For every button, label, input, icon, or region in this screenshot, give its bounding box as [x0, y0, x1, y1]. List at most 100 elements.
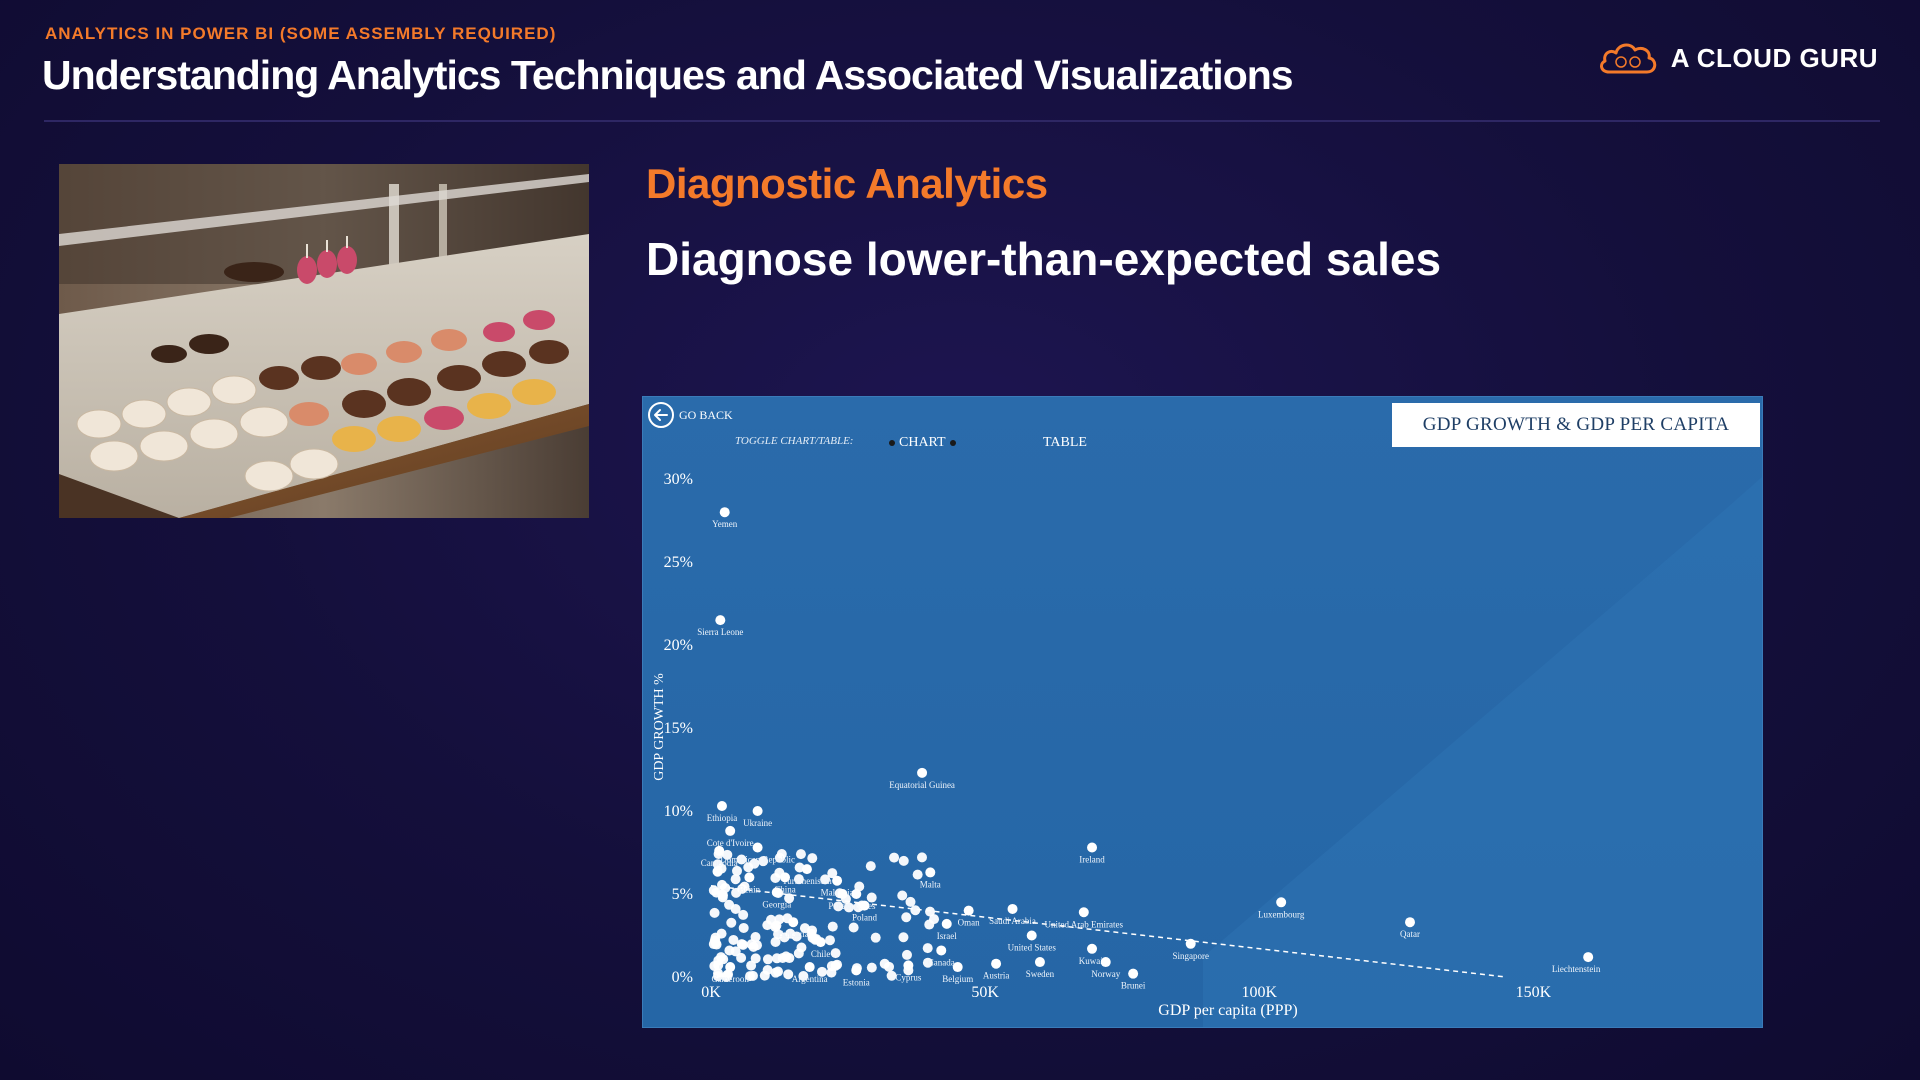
- data-point: [807, 925, 818, 936]
- data-point: [738, 922, 749, 933]
- data-point: [1034, 957, 1045, 968]
- y-tick-label: 5%: [672, 886, 693, 903]
- toggle-chart-button[interactable]: CHART: [889, 435, 956, 451]
- data-point-label: Bulgaria: [778, 929, 809, 939]
- data-point-label: Qatar: [1400, 929, 1420, 939]
- data-point: [905, 896, 916, 907]
- data-point: [903, 960, 914, 971]
- data-point: [752, 806, 763, 816]
- data-point-label: Panama: [828, 901, 857, 911]
- y-tick-label: 15%: [664, 720, 693, 737]
- data-point: [717, 892, 728, 903]
- toggle-table-button[interactable]: TABLE: [1043, 435, 1087, 450]
- data-point: [776, 849, 787, 860]
- data-point: [709, 907, 720, 918]
- data-point: [1100, 957, 1111, 968]
- x-tick-label: 50K: [971, 984, 999, 1001]
- data-point: [774, 914, 785, 925]
- data-point: [898, 932, 909, 943]
- data-point: [1276, 897, 1287, 908]
- chart-title: GDP GROWTH & GDP PER CAPITA: [1422, 414, 1730, 435]
- toggle-label: TOGGLE CHART/TABLE:: [735, 435, 854, 447]
- data-point: [731, 887, 742, 898]
- back-arrow-icon: [648, 402, 674, 428]
- toggle-chart-label: CHART: [899, 435, 946, 450]
- data-point-label: Malta: [920, 879, 941, 889]
- slide-title: Understanding Analytics Techniques and A…: [42, 52, 1294, 98]
- data-point-label: Israel: [937, 931, 957, 941]
- pastry-display-photo: [59, 164, 589, 518]
- data-point-label: Liechtenstein: [1552, 964, 1601, 974]
- x-tick-label: 150K: [1516, 984, 1552, 1001]
- data-point: [722, 849, 733, 860]
- data-point: [725, 825, 736, 836]
- data-point: [1583, 952, 1594, 963]
- data-point: [837, 889, 848, 899]
- data-point-label: Turkmenistan: [782, 876, 832, 886]
- data-point-label: Singapore: [1172, 951, 1209, 961]
- data-point: [917, 767, 928, 778]
- x-tick-label: 0K: [701, 984, 721, 1001]
- x-axis-label: GDP per capita (PPP): [1158, 1002, 1297, 1019]
- data-point: [748, 941, 759, 952]
- header-divider: [44, 120, 1880, 122]
- data-point: [717, 879, 728, 890]
- data-point: [901, 912, 912, 923]
- data-point-label: United Arab Emirates: [1045, 919, 1124, 929]
- data-point-label: Equatorial Guinea: [889, 780, 955, 790]
- data-point-label: Ukraine: [743, 818, 772, 828]
- data-point-label: Cote d'Ivoire: [707, 838, 754, 848]
- data-point: [859, 900, 870, 911]
- bullet-icon: [949, 440, 956, 446]
- chart-title-box: GDP GROWTH & GDP PER CAPITA: [1392, 403, 1760, 447]
- data-point: [750, 953, 761, 964]
- data-point: [924, 919, 935, 930]
- data-point: [716, 863, 727, 874]
- data-point-label: Malaysia: [821, 888, 854, 898]
- data-point: [714, 845, 725, 856]
- data-point: [801, 864, 812, 875]
- data-point: [1087, 943, 1098, 954]
- data-point: [1007, 903, 1018, 914]
- data-point: [910, 905, 921, 916]
- data-point: [736, 854, 747, 865]
- data-point: [746, 960, 757, 971]
- y-tick-label: 0%: [672, 969, 693, 986]
- data-point: [785, 928, 796, 939]
- data-point: [795, 849, 806, 860]
- data-point-label: Ethiopia: [707, 813, 738, 823]
- data-point-label: Sweden: [1026, 969, 1055, 979]
- data-point: [793, 948, 804, 959]
- data-point-label: Canada: [928, 957, 955, 967]
- data-point-label: Seychelles: [837, 901, 876, 911]
- data-point: [886, 970, 897, 981]
- data-point: [912, 869, 923, 880]
- data-point: [752, 842, 763, 853]
- presentation-kicker: ANALYTICS IN POWER BI (SOME ASSEMBLY REQ…: [45, 24, 557, 43]
- data-point: [744, 872, 755, 883]
- data-point-label: China: [774, 884, 796, 894]
- background-shading: [1203, 477, 1762, 1027]
- data-point: [738, 909, 749, 920]
- data-point: [719, 507, 730, 518]
- data-point: [732, 865, 743, 876]
- data-point-label: Argentina: [792, 974, 828, 984]
- data-point: [832, 959, 843, 970]
- data-point-label: Sierra Leone: [697, 627, 743, 637]
- data-point: [851, 889, 862, 899]
- data-point: [762, 954, 773, 965]
- data-point-label: United States: [1008, 943, 1057, 953]
- data-point: [922, 957, 933, 968]
- data-point: [925, 906, 936, 917]
- data-point: [784, 893, 795, 904]
- data-point: [1026, 930, 1037, 941]
- data-point: [750, 932, 761, 943]
- data-point: [716, 801, 727, 812]
- data-point: [759, 970, 770, 981]
- go-back-button[interactable]: GO BACK: [647, 401, 733, 429]
- data-point: [721, 971, 732, 982]
- data-point: [854, 881, 865, 892]
- data-point-label: Yemen: [712, 519, 738, 529]
- data-point: [832, 875, 843, 886]
- data-point-label: Oman: [958, 918, 980, 928]
